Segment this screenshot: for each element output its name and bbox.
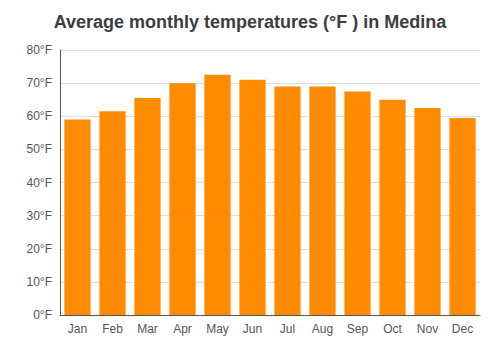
- svg-text:Apr: Apr: [173, 322, 192, 336]
- svg-text:60°F: 60°F: [27, 109, 52, 123]
- svg-text:May: May: [206, 322, 229, 336]
- svg-text:40°F: 40°F: [27, 176, 52, 190]
- svg-text:Jul: Jul: [280, 322, 295, 336]
- svg-text:Dec: Dec: [452, 322, 473, 336]
- svg-text:80°F: 80°F: [27, 43, 52, 57]
- svg-text:Average monthly temperatures (: Average monthly temperatures (°F ) in Me…: [54, 12, 448, 32]
- svg-text:50°F: 50°F: [27, 142, 52, 156]
- svg-text:30°F: 30°F: [27, 209, 52, 223]
- svg-text:Jan: Jan: [68, 322, 87, 336]
- svg-text:10°F: 10°F: [27, 275, 52, 289]
- svg-text:Jun: Jun: [243, 322, 262, 336]
- svg-text:Sep: Sep: [347, 322, 369, 336]
- svg-text:Oct: Oct: [383, 322, 402, 336]
- svg-text:20°F: 20°F: [27, 242, 52, 256]
- svg-text:Nov: Nov: [417, 322, 438, 336]
- svg-text:Mar: Mar: [137, 322, 158, 336]
- svg-text:Aug: Aug: [312, 322, 333, 336]
- svg-text:0°F: 0°F: [33, 308, 52, 322]
- svg-text:70°F: 70°F: [27, 76, 52, 90]
- svg-text:Feb: Feb: [102, 322, 123, 336]
